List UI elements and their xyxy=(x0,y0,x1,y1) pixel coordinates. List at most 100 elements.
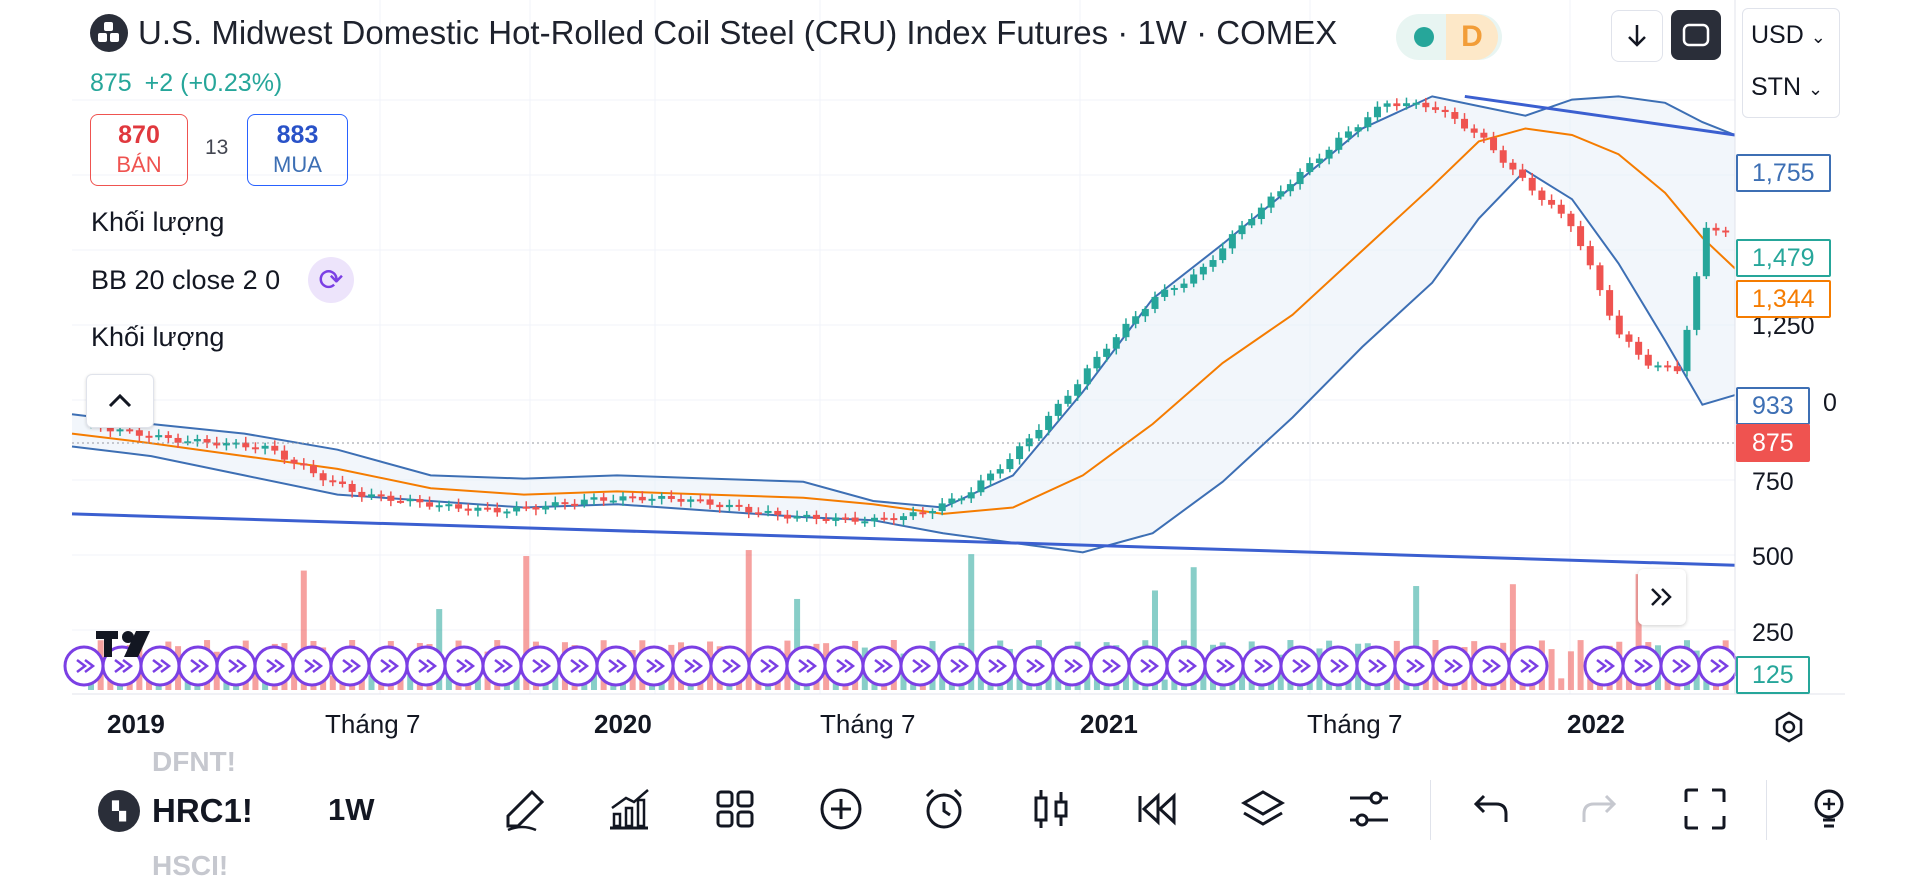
candle xyxy=(900,516,907,521)
event-marker-icon xyxy=(1710,659,1730,673)
hexagon-gear-icon xyxy=(1775,711,1803,743)
templates-button[interactable] xyxy=(704,778,766,840)
legend-bollinger[interactable]: BB 20 close 2 0 xyxy=(91,265,281,295)
interval-selector[interactable]: 1W xyxy=(328,792,375,827)
candle xyxy=(1151,296,1159,309)
candle xyxy=(861,521,869,524)
legend-volume-1[interactable]: Khối lượng xyxy=(91,207,225,237)
candle xyxy=(1567,213,1575,227)
volume-bar xyxy=(1190,567,1197,690)
candle xyxy=(1519,169,1527,178)
watchlist-ghost-next: HSCI! xyxy=(152,850,229,881)
redo-button[interactable] xyxy=(1568,778,1630,840)
candle xyxy=(716,504,724,508)
alarm-clock-icon xyxy=(925,788,963,829)
candle xyxy=(1451,112,1459,119)
ideas-button[interactable] xyxy=(1798,778,1860,840)
time-axis-label: 2020 xyxy=(594,709,652,739)
volume-bar xyxy=(300,570,307,690)
symbol-name: HRC1! xyxy=(152,792,253,829)
fullscreen-button[interactable] xyxy=(1674,778,1736,840)
event-marker-icon xyxy=(836,659,856,673)
candle xyxy=(619,496,627,501)
candle xyxy=(445,504,453,507)
candle xyxy=(426,502,434,507)
bollinger-band-fill xyxy=(72,96,1735,553)
candle xyxy=(1122,323,1130,338)
candle xyxy=(580,499,588,505)
chart-type-button[interactable] xyxy=(1020,778,1082,840)
symbol-title[interactable]: U.S. Midwest Domestic Hot-Rolled Coil St… xyxy=(138,14,1338,51)
chevron-up-icon xyxy=(108,393,132,408)
candle xyxy=(1296,171,1304,185)
bb-upper-label: 1,755 xyxy=(1736,154,1831,192)
legend-volume-2[interactable]: Khối lượng xyxy=(91,322,225,352)
collapse-legend-button[interactable] xyxy=(86,374,154,428)
currency-selector[interactable]: USD ⌄ STN ⌄ xyxy=(1742,8,1840,118)
candle xyxy=(503,511,511,514)
chart-settings-button[interactable] xyxy=(1772,710,1806,752)
candle xyxy=(1083,368,1091,385)
candle xyxy=(1586,246,1594,266)
candle xyxy=(1664,365,1672,368)
fullscreen-toggle-button[interactable] xyxy=(1671,10,1721,60)
candle xyxy=(745,506,753,513)
scroll-to-realtime-button[interactable] xyxy=(1638,569,1686,625)
time-axis-label: Tháng 7 xyxy=(820,709,916,739)
undo-icon xyxy=(1473,794,1508,822)
market-status[interactable]: D xyxy=(1396,14,1502,60)
refresh-icon[interactable]: ⟳ xyxy=(308,257,354,303)
candle xyxy=(397,500,405,503)
candle xyxy=(996,469,1004,474)
symbol-selector[interactable]: ▚ HRC1! xyxy=(98,790,253,832)
bollinger-basis-line xyxy=(71,127,1736,515)
alert-button[interactable] xyxy=(913,778,975,840)
volume-bar xyxy=(1239,662,1246,690)
arrow-down-icon xyxy=(1628,25,1646,47)
candle xyxy=(406,498,414,502)
indicators-button[interactable] xyxy=(598,778,660,840)
candle xyxy=(155,435,163,438)
candle xyxy=(367,494,375,497)
sell-label: BÁN xyxy=(116,152,162,177)
layers-button[interactable] xyxy=(1232,778,1294,840)
price-axis-tick: 750 xyxy=(1752,468,1794,496)
candle xyxy=(1606,290,1614,316)
event-marker-icon xyxy=(190,659,210,673)
screen-icon xyxy=(1682,23,1710,47)
candle xyxy=(958,498,966,501)
candle xyxy=(261,445,269,449)
candle xyxy=(774,510,782,515)
sell-button[interactable]: 870 BÁN xyxy=(90,114,188,186)
tradingview-logo xyxy=(96,626,166,671)
price-chart[interactable] xyxy=(0,0,1920,864)
spread-value: 13 xyxy=(205,136,229,159)
event-marker-icon xyxy=(1368,659,1388,673)
unit-dropdown[interactable]: STN ⌄ xyxy=(1743,61,1839,113)
buy-button[interactable]: 883 MUA xyxy=(247,114,348,186)
candle xyxy=(1228,234,1236,249)
download-button[interactable] xyxy=(1611,10,1663,62)
candle xyxy=(145,435,153,438)
settings-sliders-button[interactable] xyxy=(1338,778,1400,840)
trendline-resistance xyxy=(1464,94,1736,137)
currency-dropdown[interactable]: USD ⌄ xyxy=(1743,9,1839,61)
add-button[interactable] xyxy=(810,778,872,840)
candle xyxy=(184,441,192,444)
candle xyxy=(832,517,840,521)
lightbulb-icon xyxy=(1814,789,1844,828)
candle xyxy=(1161,289,1169,297)
replay-button[interactable] xyxy=(1126,778,1188,840)
candle xyxy=(658,496,666,499)
event-marker-icon xyxy=(1482,659,1502,673)
time-axis-label: Tháng 7 xyxy=(1307,709,1403,739)
candle xyxy=(1722,230,1730,233)
candle xyxy=(812,514,820,519)
symbol-icon: ▚ xyxy=(98,790,140,832)
event-marker-icon xyxy=(608,659,628,673)
toolbar-separator xyxy=(1430,780,1431,840)
undo-button[interactable] xyxy=(1460,778,1522,840)
drawing-tool-button[interactable] xyxy=(494,778,556,840)
candle xyxy=(203,439,211,443)
volume-bar xyxy=(291,666,298,690)
